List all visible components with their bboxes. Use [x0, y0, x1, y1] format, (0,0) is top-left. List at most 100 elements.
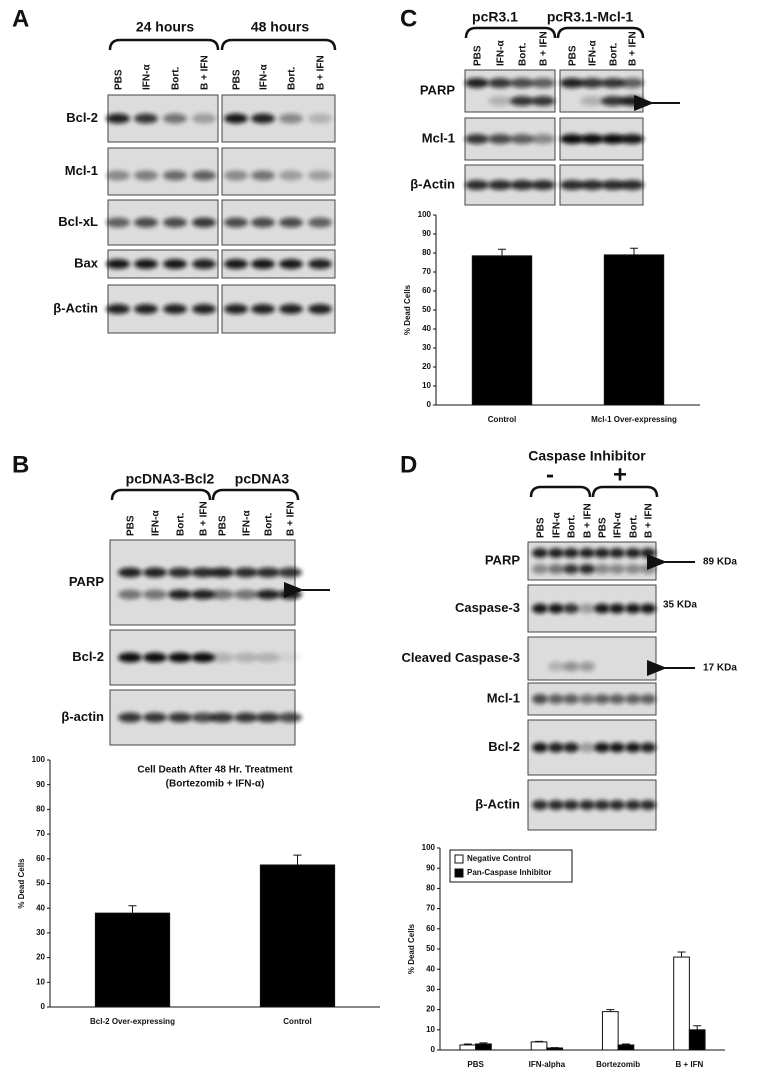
band — [579, 564, 595, 574]
lane-label: IFN-α — [588, 40, 599, 66]
x-tick-label: Mcl-1 Over-expressing — [591, 415, 677, 424]
row-label: Mcl-1 — [65, 163, 98, 178]
error-bar — [463, 1043, 472, 1045]
band — [278, 567, 302, 578]
band — [620, 180, 644, 190]
y-axis-label: % Dead Cells — [407, 923, 416, 974]
y-tick-label: 60 — [426, 924, 435, 933]
y-tick-label: 50 — [426, 944, 435, 953]
group-label: pcDNA3-Bcl2 — [126, 471, 215, 487]
blot — [527, 636, 657, 681]
y-tick-label: 40 — [422, 324, 431, 333]
band — [234, 652, 258, 663]
band — [163, 170, 187, 181]
band — [579, 548, 595, 558]
band — [548, 548, 564, 558]
band — [251, 170, 275, 181]
band — [192, 170, 216, 181]
panel-letter: A — [12, 5, 29, 32]
lane-label: IFN-α — [496, 40, 507, 66]
y-tick-label: 70 — [426, 904, 435, 913]
band — [548, 564, 564, 574]
error-bar — [621, 1043, 630, 1045]
band — [609, 564, 625, 574]
legend-box — [449, 849, 573, 883]
lane-label: IFN-α — [151, 510, 162, 536]
band — [609, 694, 625, 704]
blot — [527, 541, 657, 581]
lane-label: PBS — [473, 45, 484, 66]
y-tick-label: 0 — [41, 1002, 46, 1011]
band — [488, 78, 512, 88]
lane-label: Bort. — [287, 66, 298, 90]
band — [601, 96, 625, 106]
lane-label: IFN-α — [552, 512, 563, 538]
band — [279, 304, 303, 314]
band — [620, 134, 644, 144]
band — [579, 800, 595, 810]
band — [594, 742, 610, 753]
band — [191, 567, 215, 578]
band — [251, 259, 275, 269]
band — [510, 134, 534, 144]
y-tick-label: 20 — [422, 362, 431, 371]
y-tick-label: 30 — [426, 985, 435, 994]
band — [563, 548, 579, 558]
band — [609, 603, 625, 614]
band — [640, 603, 656, 614]
row-label: Cleaved Caspase-3 — [401, 650, 520, 665]
band — [594, 548, 610, 558]
error-bar — [693, 1025, 702, 1030]
lane-label: PBS — [232, 69, 243, 90]
band — [192, 217, 216, 228]
band — [106, 113, 130, 124]
lane-label: Bort. — [176, 512, 187, 536]
band — [308, 113, 332, 124]
y-tick-label: 100 — [422, 843, 436, 852]
band — [279, 259, 303, 269]
blot-title: Caspase Inhibitor — [528, 448, 646, 464]
band — [210, 589, 234, 600]
band — [163, 217, 187, 228]
lane-label: Bort. — [518, 42, 529, 66]
y-tick-label: 0 — [431, 1045, 436, 1054]
y-tick-label: 80 — [422, 248, 431, 257]
legend-swatch — [454, 854, 464, 864]
band — [134, 259, 158, 269]
row-label: Caspase-3 — [455, 600, 520, 615]
band — [579, 603, 595, 614]
bracket — [591, 485, 659, 498]
band — [234, 589, 258, 600]
band — [510, 180, 534, 190]
band — [192, 113, 216, 124]
bar — [673, 956, 690, 1051]
error-bar — [630, 247, 638, 255]
y-tick-label: 30 — [36, 928, 45, 937]
band — [118, 652, 142, 663]
legend-swatch — [454, 868, 464, 878]
row-label: β-actin — [61, 709, 104, 724]
band — [563, 694, 579, 704]
band — [563, 742, 579, 753]
group-label: + — [613, 461, 627, 488]
error-bar — [479, 1042, 488, 1044]
error-bar — [498, 248, 506, 256]
band — [465, 180, 489, 190]
bar — [546, 1047, 564, 1051]
band — [548, 742, 564, 753]
band — [278, 652, 302, 663]
bracket — [108, 38, 220, 51]
lane-label: Bort. — [264, 512, 275, 536]
marker-label: 35 KDa — [663, 600, 697, 611]
band — [234, 567, 258, 578]
band — [308, 259, 332, 269]
band — [601, 78, 625, 88]
blot — [109, 539, 296, 626]
bar — [688, 1029, 706, 1051]
band — [465, 78, 489, 88]
band — [548, 694, 564, 704]
row-label: Mcl-1 — [422, 130, 455, 145]
error-bar — [535, 1040, 544, 1042]
lane-label: B + IFN — [316, 55, 327, 90]
band — [118, 567, 142, 578]
